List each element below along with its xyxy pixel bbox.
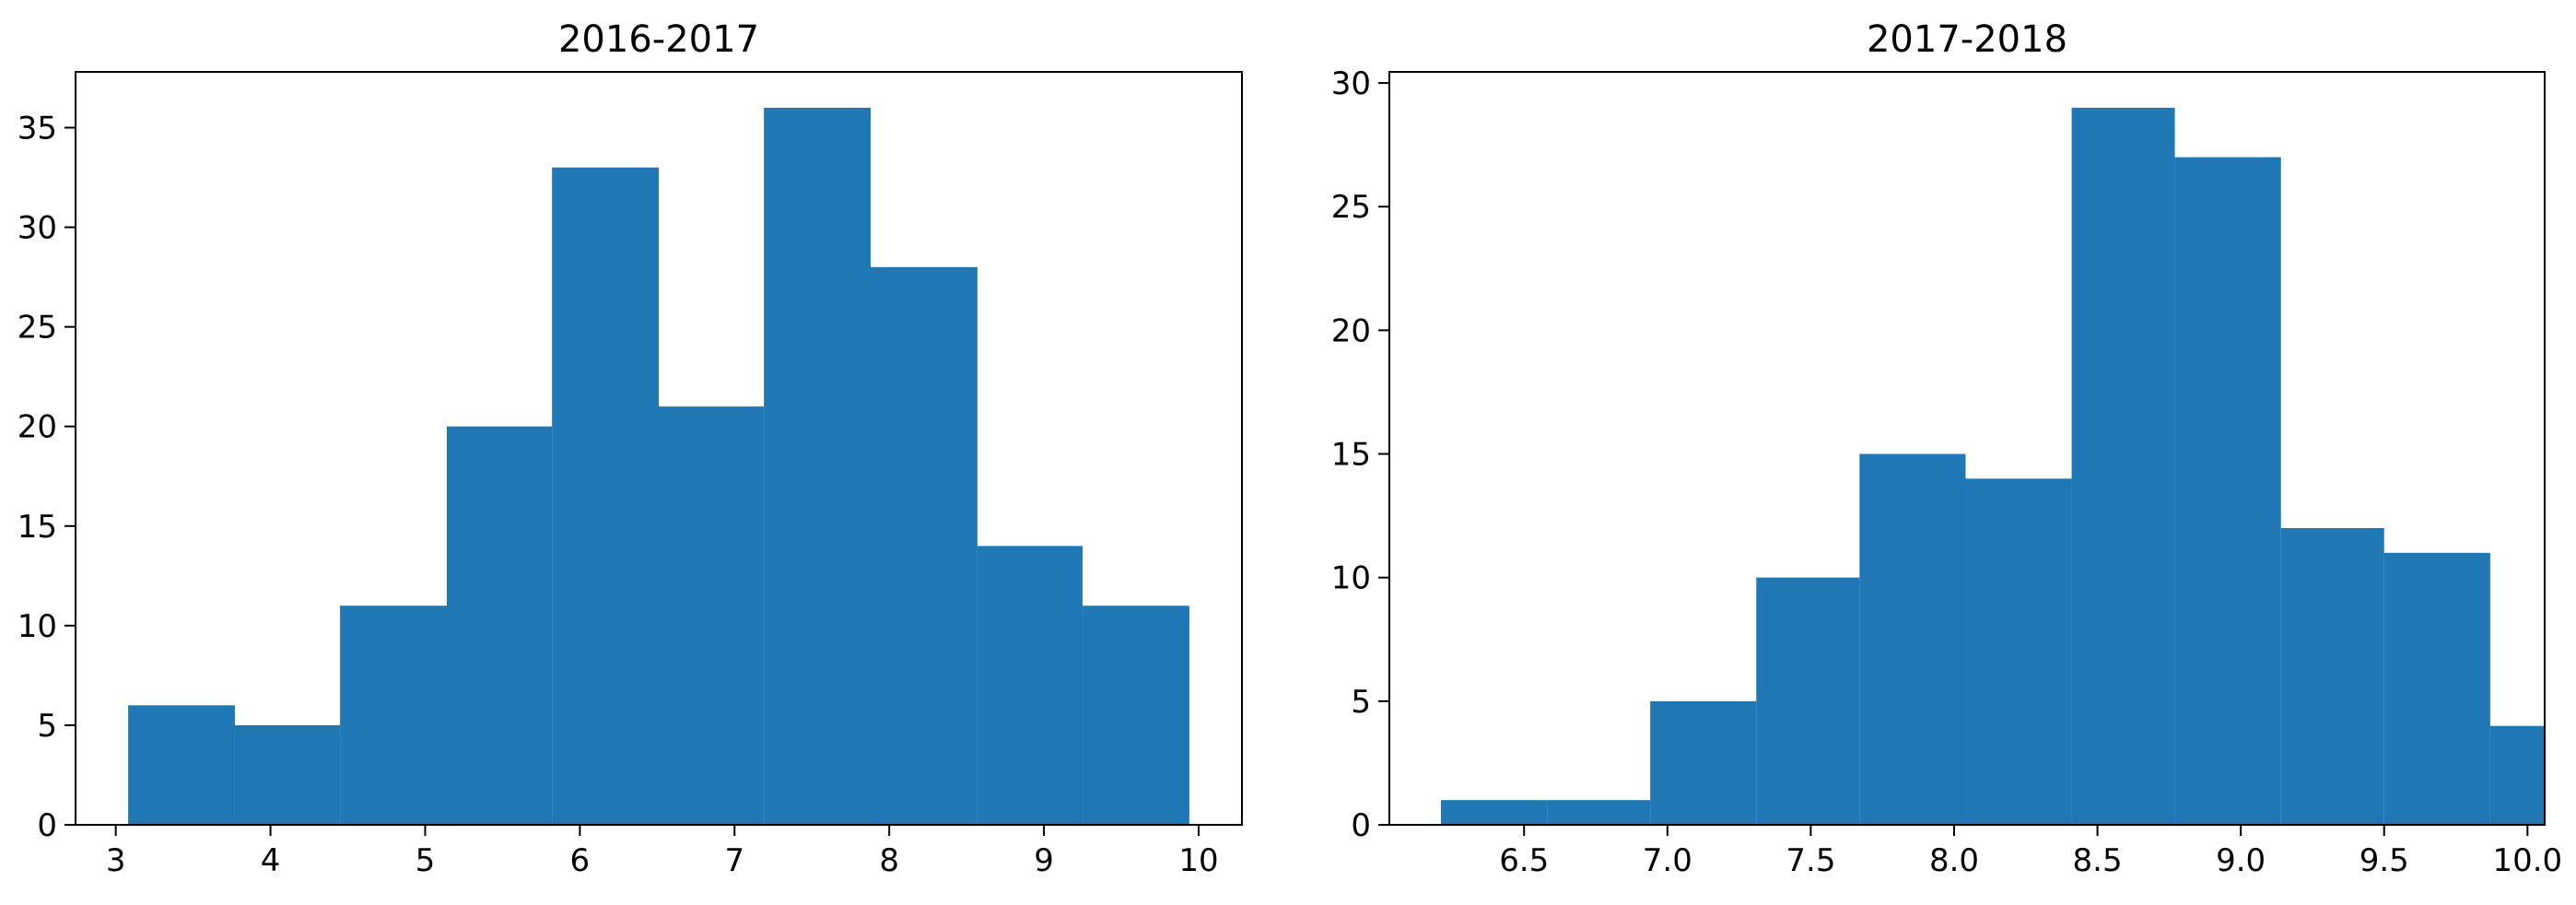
x-tick-label: 9.0 [2216,842,2266,879]
y-tick-label: 20 [18,409,57,446]
y-tick-label: 35 [18,111,57,147]
x-tick-label: 8.5 [2073,842,2123,879]
x-tick-label: 4 [261,842,281,879]
y-tick-label: 15 [18,509,57,546]
histogram-bar [552,167,659,825]
y-tick-label: 25 [18,310,57,347]
histogram-bar [128,705,235,825]
y-tick-label: 30 [18,210,57,247]
histogram-bar [446,426,553,825]
histogram-bar [2280,528,2384,825]
x-tick-label: 7.5 [1786,842,1835,879]
x-tick-label: 8 [879,842,899,879]
x-tick-label: 7 [724,842,744,879]
histogram-bar [2383,552,2490,825]
y-tick-label: 20 [1331,312,1371,349]
histogram-2016-2017: 3 4 5 6 7 8 9 10 0 5 10 15 20 25 30 35 2016-2017 [18,18,1243,879]
histogram-bar [871,266,978,825]
histogram-2017-2018: 6.5 7.0 7.5 8.0 8.5 9.0 9.5 10.0 0 5 10 15 20 25 30 201… [1331,18,2562,879]
x-tick-label: 6 [570,842,591,879]
y-tick-label: 25 [1331,189,1371,226]
y-tick-label: 0 [1351,807,1371,844]
y-tick-label: 5 [37,708,57,745]
axes-frame [1388,71,2546,826]
histogram-bar [1756,577,1860,825]
x-tick-label: 5 [416,842,436,879]
histogram-bar [1965,478,2072,825]
y-tick-label: 15 [1331,437,1371,474]
y-tick-label: 10 [1331,560,1371,597]
chart-title: 2016-2017 [558,18,759,61]
histogram-bar [1859,453,1966,825]
histogram-bar [1547,800,1651,825]
histogram-bar [659,406,765,825]
y-tick-label: 0 [37,807,57,844]
histogram-bar [977,546,1083,825]
histogram-bar [2489,725,2545,825]
x-tick-label: 3 [106,842,126,879]
x-tick-label: 7.0 [1643,842,1692,879]
chart-title: 2017-2018 [1867,18,2067,61]
y-tick-label: 5 [1351,684,1371,721]
x-tick-label: 9 [1034,842,1054,879]
histogram-bar [2174,157,2281,825]
x-tick-label: 10.0 [2492,842,2562,879]
histogram-bar [2071,107,2175,825]
axes-frame [75,71,1243,826]
x-tick-label: 6.5 [1499,842,1549,879]
y-tick-label: 10 [18,608,57,645]
histogram-bar [764,107,872,825]
x-tick-label: 8.0 [1929,842,1979,879]
y-tick-label: 30 [1331,65,1371,102]
histogram-bar [234,724,341,825]
histogram-bar [1441,800,1548,825]
histogram-bar [1650,700,1757,825]
x-tick-label: 9.5 [2359,842,2409,879]
histogram-bar [1083,605,1189,825]
histogram-bar [340,605,447,825]
x-tick-label: 10 [1178,842,1218,879]
